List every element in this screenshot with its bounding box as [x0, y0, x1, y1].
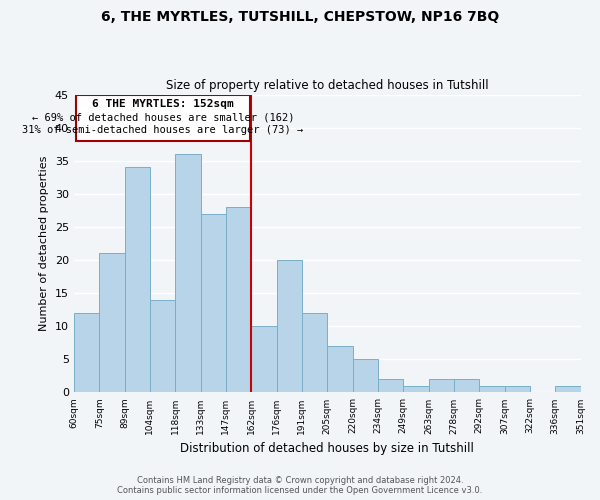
Text: 6 THE MYRTLES: 152sqm: 6 THE MYRTLES: 152sqm: [92, 98, 234, 108]
Bar: [277, 260, 302, 392]
Bar: [555, 386, 581, 392]
Bar: [175, 154, 200, 392]
Bar: [76, 94, 250, 141]
Bar: [479, 386, 505, 392]
Bar: [99, 254, 125, 392]
Bar: [505, 386, 530, 392]
Bar: [125, 168, 150, 392]
Text: 31% of semi-detached houses are larger (73) →: 31% of semi-detached houses are larger (…: [22, 125, 304, 135]
Bar: [251, 326, 277, 392]
X-axis label: Distribution of detached houses by size in Tutshill: Distribution of detached houses by size …: [180, 442, 474, 455]
Bar: [200, 214, 226, 392]
Bar: [302, 313, 327, 392]
Bar: [226, 207, 251, 392]
Bar: [428, 379, 454, 392]
Text: Contains HM Land Registry data © Crown copyright and database right 2024.
Contai: Contains HM Land Registry data © Crown c…: [118, 476, 482, 495]
Bar: [327, 346, 353, 393]
Text: ← 69% of detached houses are smaller (162): ← 69% of detached houses are smaller (16…: [32, 112, 294, 122]
Bar: [378, 379, 403, 392]
Bar: [454, 379, 479, 392]
Bar: [150, 300, 175, 392]
Text: 6, THE MYRTLES, TUTSHILL, CHEPSTOW, NP16 7BQ: 6, THE MYRTLES, TUTSHILL, CHEPSTOW, NP16…: [101, 10, 499, 24]
Y-axis label: Number of detached properties: Number of detached properties: [40, 156, 49, 331]
Title: Size of property relative to detached houses in Tutshill: Size of property relative to detached ho…: [166, 79, 488, 92]
Bar: [74, 313, 99, 392]
Bar: [403, 386, 428, 392]
Bar: [353, 360, 378, 392]
